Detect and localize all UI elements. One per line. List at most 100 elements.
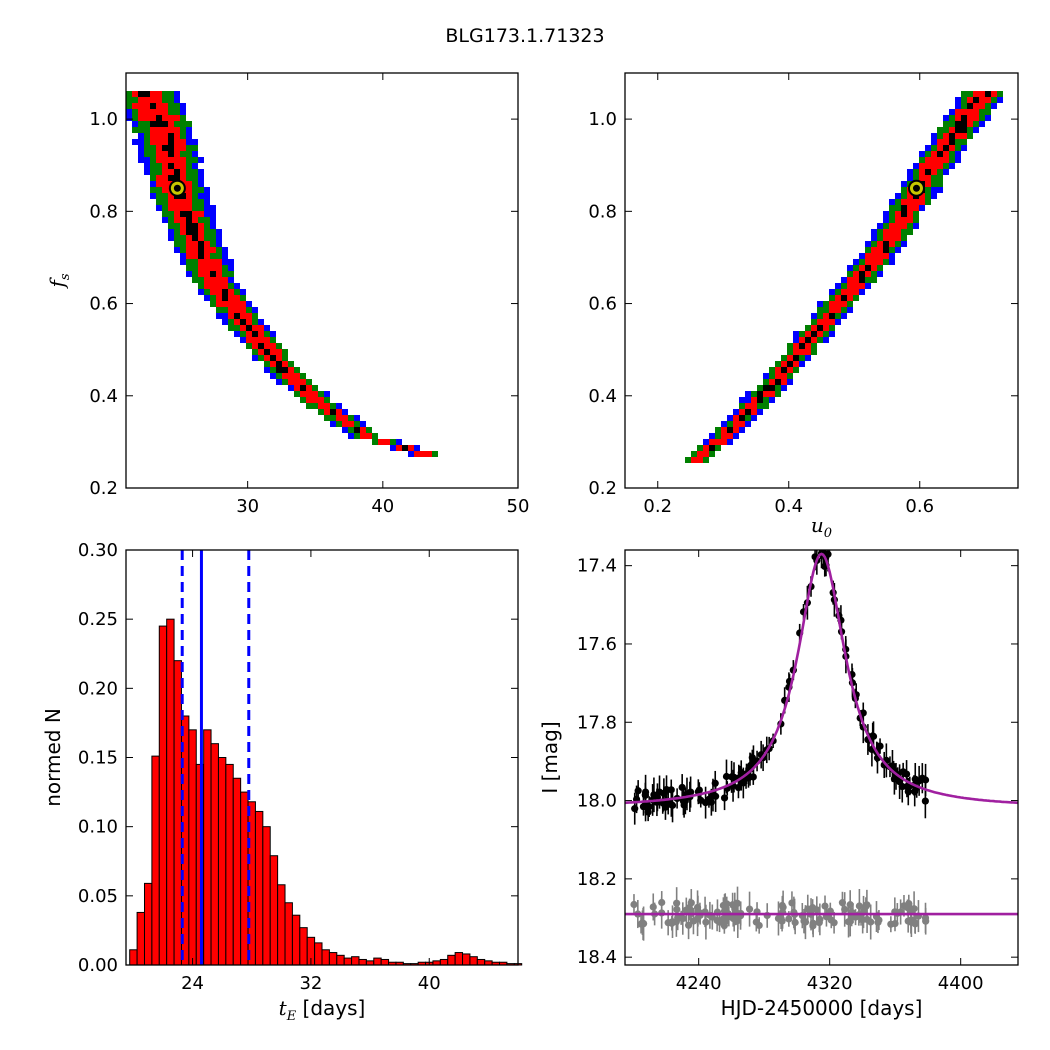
heatmap-cell bbox=[883, 235, 889, 241]
heatmap-cell bbox=[769, 391, 775, 397]
heatmap-cell bbox=[955, 109, 961, 115]
heatmap-cell bbox=[186, 271, 192, 277]
heatmap-cell bbox=[757, 409, 763, 415]
heatmap-cell bbox=[937, 145, 943, 151]
heatmap-cell bbox=[186, 247, 192, 253]
heatmap-cell bbox=[150, 127, 156, 133]
heatmap-cell bbox=[937, 157, 943, 163]
heatmap-cell bbox=[276, 343, 282, 349]
heatmap-cell bbox=[829, 295, 835, 301]
heatmap-cell bbox=[186, 253, 192, 259]
heatmap-cell bbox=[216, 313, 222, 319]
heatmap-cell bbox=[979, 97, 985, 103]
heatmap-cell bbox=[697, 445, 703, 451]
heatmap-cell bbox=[787, 343, 793, 349]
histogram-bar bbox=[373, 957, 382, 966]
heatmap-cell bbox=[198, 253, 204, 259]
heatmap-cell bbox=[192, 181, 198, 187]
heatmap-cell bbox=[961, 133, 967, 139]
heatmap-cell bbox=[967, 115, 973, 121]
heatmap-cell bbox=[913, 169, 919, 175]
histogram-bar bbox=[380, 958, 390, 966]
heatmap-cell bbox=[799, 337, 805, 343]
heatmap-cell bbox=[985, 97, 991, 103]
heatmap-cell bbox=[937, 163, 943, 169]
heatmap-cell bbox=[126, 115, 132, 121]
heatmap-cell bbox=[162, 145, 168, 151]
histogram-bar bbox=[136, 911, 145, 966]
heatmap-cell bbox=[150, 193, 156, 199]
heatmap-cell bbox=[162, 211, 168, 217]
heatmap-cell bbox=[721, 421, 727, 427]
heatmap-cell bbox=[859, 277, 865, 283]
heatmap-cell bbox=[252, 307, 258, 313]
heatmap-cell bbox=[138, 127, 144, 133]
heatmap-cell bbox=[703, 451, 709, 457]
heatmap-cell bbox=[156, 133, 162, 139]
heatmap-cell bbox=[276, 373, 282, 379]
heatmap-cell bbox=[156, 205, 162, 211]
heatmap-cell bbox=[877, 259, 883, 265]
heatmap-cell bbox=[204, 295, 210, 301]
heatmap-cell bbox=[258, 343, 264, 349]
histogram-bar bbox=[173, 660, 182, 966]
heatmap-cell bbox=[174, 241, 180, 247]
heatmap-cell bbox=[192, 265, 198, 271]
heatmap-cell bbox=[913, 199, 919, 205]
heatmap-cell bbox=[192, 187, 198, 193]
histogram-bar bbox=[476, 958, 486, 966]
heatmap-cell bbox=[138, 115, 144, 121]
heatmap-cell bbox=[288, 361, 294, 367]
data-point bbox=[697, 796, 705, 804]
heatmap-cell bbox=[871, 277, 877, 283]
y-tick-label: 18.2 bbox=[577, 869, 617, 890]
heatmap-cell bbox=[162, 187, 168, 193]
data-point bbox=[904, 787, 912, 796]
heatmap-cell bbox=[847, 277, 853, 283]
heatmap-cell bbox=[727, 433, 733, 439]
heatmap-cell bbox=[763, 385, 769, 391]
heatmap-cell bbox=[426, 451, 432, 457]
data-point bbox=[778, 901, 786, 910]
heatmap-cell bbox=[234, 301, 240, 307]
heatmap-cell bbox=[252, 319, 258, 325]
heatmap-cell bbox=[324, 403, 330, 409]
heatmap-cell bbox=[216, 265, 222, 271]
heatmap-cell bbox=[210, 241, 216, 247]
data-point bbox=[668, 919, 676, 927]
heatmap-cell bbox=[300, 397, 306, 403]
heatmap-cell bbox=[132, 103, 138, 109]
x-tick-label: 0.2 bbox=[643, 496, 672, 517]
heatmap-cell bbox=[973, 121, 979, 127]
data-point bbox=[650, 791, 658, 799]
data-point bbox=[821, 902, 829, 910]
heatmap-cell bbox=[216, 235, 222, 241]
heatmap-cell bbox=[276, 355, 282, 361]
heatmap-cell bbox=[853, 259, 859, 265]
heatmap-cell bbox=[174, 133, 180, 139]
axes-frame bbox=[624, 72, 1019, 489]
data-point bbox=[863, 915, 871, 924]
heatmap-cell bbox=[258, 325, 264, 331]
heatmap-cell bbox=[937, 181, 943, 187]
heatmap-cell bbox=[162, 151, 168, 157]
heatmap-cell bbox=[763, 391, 769, 397]
heatmap-cell bbox=[901, 199, 907, 205]
heatmap-cell bbox=[228, 265, 234, 271]
heatmap-cell bbox=[222, 277, 228, 283]
histogram-bar bbox=[439, 958, 449, 966]
data-point bbox=[667, 786, 675, 794]
heatmap-cell bbox=[709, 433, 715, 439]
heatmap-cell bbox=[168, 175, 174, 181]
heatmap-cell bbox=[174, 247, 180, 253]
heatmap-cell bbox=[240, 331, 246, 337]
y-tick-label: 18.4 bbox=[577, 947, 617, 968]
heatmap-cell bbox=[799, 331, 805, 337]
heatmap-cell bbox=[180, 241, 186, 247]
heatmap-cell bbox=[300, 373, 306, 379]
heatmap-cell bbox=[895, 247, 901, 253]
y-tick-label: 0.6 bbox=[588, 294, 617, 315]
heatmap-cell bbox=[144, 169, 150, 175]
data-point bbox=[695, 786, 703, 794]
data-point bbox=[777, 915, 785, 923]
